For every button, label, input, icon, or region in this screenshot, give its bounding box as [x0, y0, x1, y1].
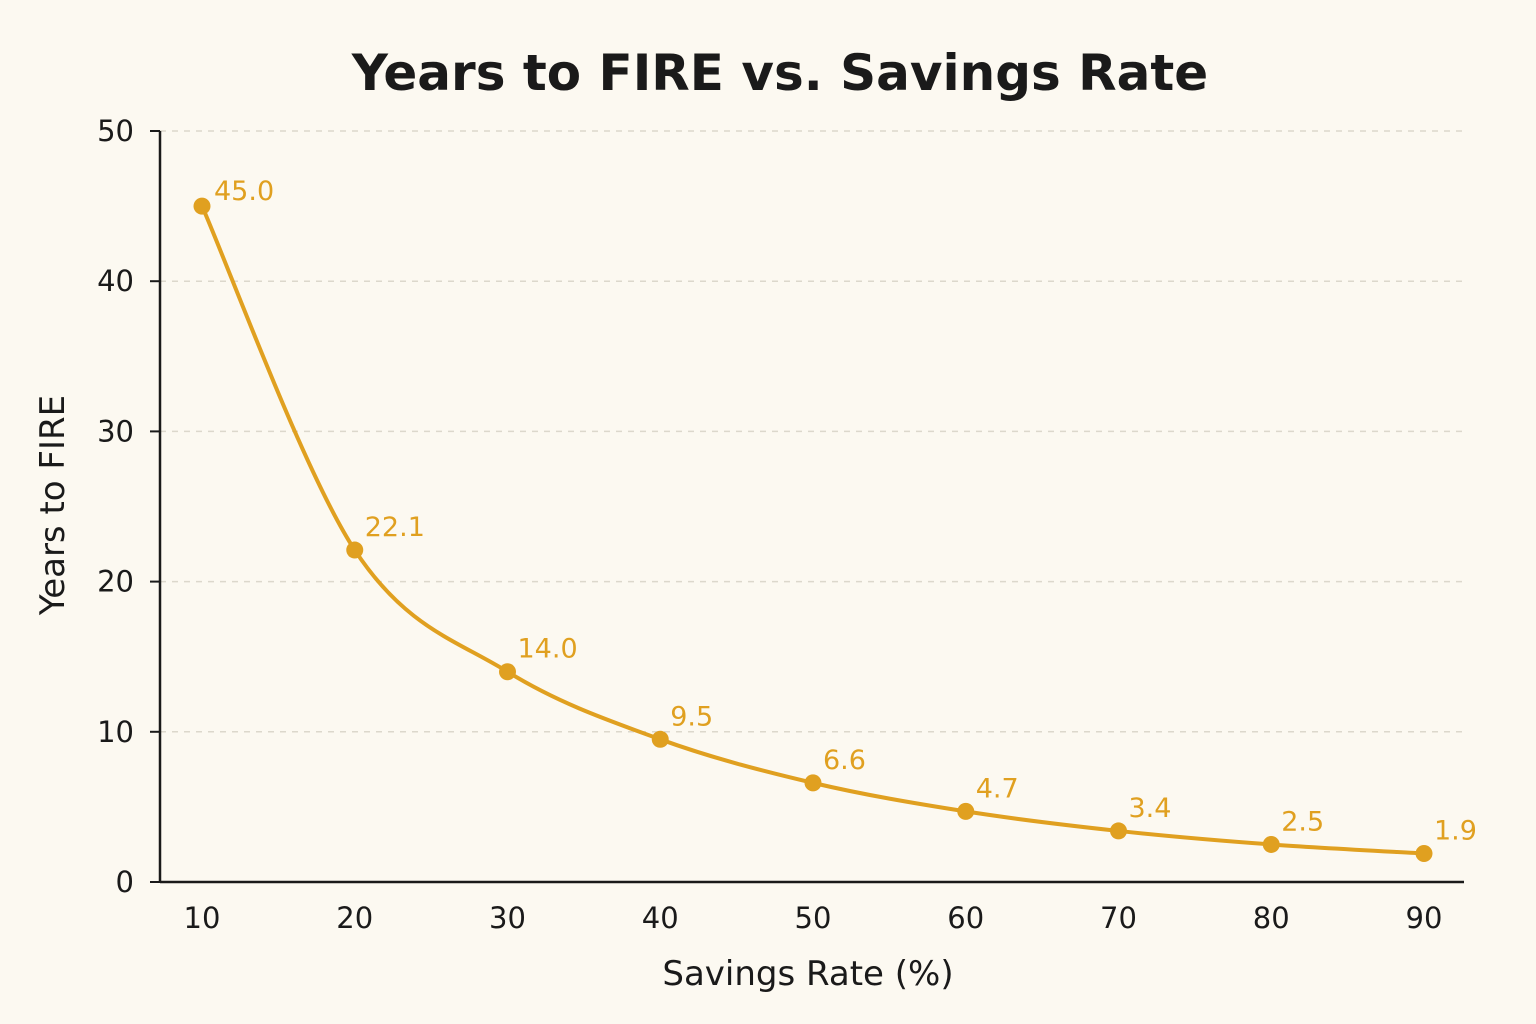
data-label: 2.5: [1281, 806, 1324, 837]
chart-title: Years to FIRE vs. Savings Rate: [351, 44, 1208, 102]
tick-labels: 0 10 20 30 40 50 10 20 30 40 50 60 70 80 90: [97, 114, 1442, 935]
x-tick-label: 50: [795, 901, 832, 935]
data-label: 1.9: [1434, 815, 1477, 846]
x-axis-label: Savings Rate (%): [662, 954, 953, 994]
y-tick-label: 30: [97, 414, 134, 448]
data-label: 9.5: [670, 701, 713, 732]
x-tick-label: 40: [642, 901, 679, 935]
x-tick-label: 10: [184, 901, 221, 935]
data-point: [193, 197, 211, 215]
x-tick-label: 30: [489, 901, 526, 935]
y-axis-label: Years to FIRE: [33, 395, 73, 616]
data-label: 4.7: [976, 773, 1019, 804]
x-tick-label: 90: [1406, 901, 1443, 935]
data-point: [957, 802, 975, 820]
data-point: [1262, 835, 1280, 853]
data-labels: 45.0 22.1 14.0 9.5 6.6 4.7 3.4 2.5 1.9: [214, 176, 1477, 846]
axes: [150, 130, 1464, 884]
x-tick-label: 80: [1253, 901, 1290, 935]
x-tick-label: 60: [947, 901, 984, 935]
data-point: [346, 541, 364, 559]
y-tick-label: 20: [97, 565, 134, 599]
x-tick-label: 70: [1100, 901, 1137, 935]
series: [193, 197, 1433, 862]
data-label: 3.4: [1129, 793, 1172, 824]
y-tick-label: 40: [97, 264, 134, 298]
data-label: 45.0: [214, 176, 274, 207]
x-tick-label: 20: [336, 901, 373, 935]
data-point: [804, 774, 822, 792]
y-tick-label: 0: [116, 865, 134, 899]
data-point: [1110, 822, 1127, 840]
data-point: [499, 663, 516, 681]
data-label: 6.6: [823, 745, 866, 776]
y-tick-label: 50: [97, 114, 134, 148]
y-tick-label: 10: [97, 715, 134, 749]
data-point: [1415, 844, 1433, 862]
data-point: [651, 730, 669, 748]
data-label: 22.1: [365, 512, 425, 543]
gridlines: [160, 130, 1464, 733]
data-label: 14.0: [518, 634, 578, 665]
